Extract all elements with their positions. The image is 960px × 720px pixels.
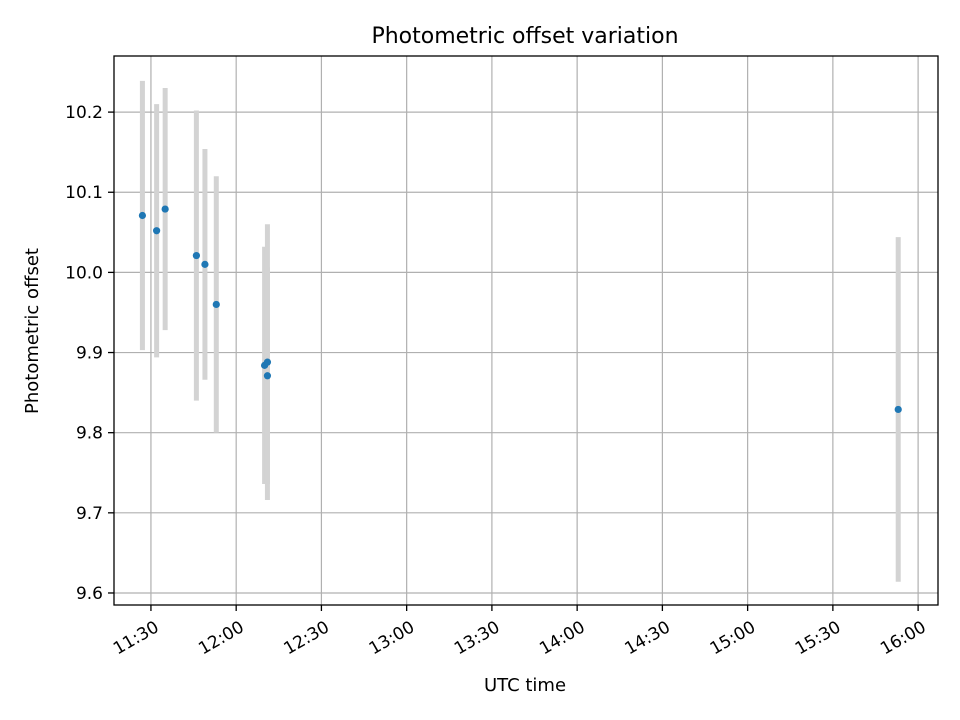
data-point <box>153 227 161 235</box>
x-tick-label: 11:30 <box>110 617 162 659</box>
plot-frame <box>113 55 939 606</box>
y-tick-label: 9.8 <box>76 424 103 444</box>
data-point <box>138 211 147 220</box>
x-tick-label: 12:00 <box>195 617 247 659</box>
data-point <box>201 260 209 268</box>
data-point <box>894 405 902 414</box>
y-tick-label: 9.7 <box>76 504 103 524</box>
data-point <box>192 251 200 260</box>
x-tick-label: 13:00 <box>366 617 418 659</box>
data-point <box>263 372 272 380</box>
x-tick-label: 15:00 <box>707 617 759 659</box>
y-axis-label: Photometric offset <box>22 248 43 414</box>
x-tick-label: 12:30 <box>280 617 332 659</box>
y-tick-label: 10.1 <box>65 183 103 203</box>
data-point <box>212 300 220 309</box>
x-tick-label: 15:30 <box>792 617 844 659</box>
x-tick-label: 14:00 <box>536 617 588 659</box>
x-tick-label: 14:30 <box>621 617 673 659</box>
data-points <box>138 205 902 414</box>
error-bars <box>139 80 901 582</box>
y-tick-label: 9.9 <box>76 344 103 364</box>
data-point <box>263 358 272 366</box>
grid-lines <box>114 56 938 605</box>
x-tick-label: 13:30 <box>451 617 503 659</box>
data-point <box>161 205 169 213</box>
x-axis-label: UTC time <box>484 675 566 696</box>
chart-title: Photometric offset variation <box>371 24 678 49</box>
y-tick-label: 10.2 <box>65 103 103 123</box>
x-tick-label: 16:00 <box>877 617 929 659</box>
y-tick-label: 9.6 <box>76 584 103 604</box>
y-tick-label: 10.0 <box>65 263 103 283</box>
